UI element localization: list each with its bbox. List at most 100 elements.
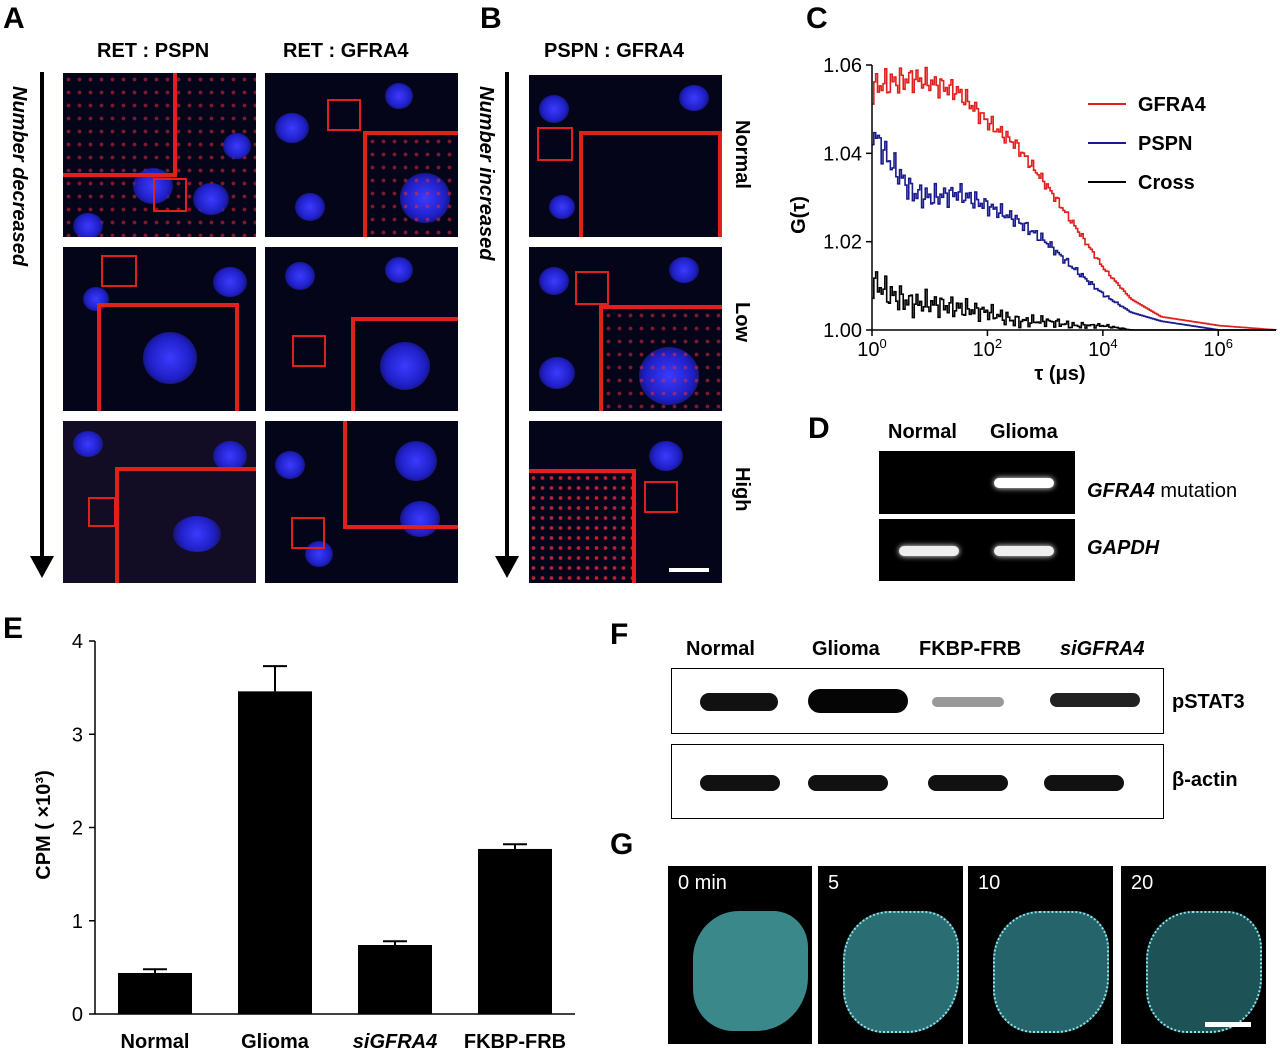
region-box [101,255,137,287]
legend-label-pspn: PSPN [1138,133,1192,155]
timelapse-frame-5: 5 [818,866,963,1044]
region-box [291,517,325,549]
fcs-ytick-label: 1.00 [823,320,862,342]
panel-d-letter: D [808,412,830,445]
inset-box [97,303,239,411]
blot-band [700,693,778,711]
cpm-bar [478,848,552,1014]
fcs-xtick-label: 100 [857,336,886,361]
region-box [537,127,573,161]
blot-lane-fkbp-frb: FKBP-FRB [919,638,1022,660]
cpm-bar [118,972,192,1014]
legend-label-gfra4: GFRA4 [1138,94,1207,116]
timelapse-frame-0: 0 min [668,866,812,1044]
blot-lane-sigfra4: siGFRA4 [1060,638,1145,660]
panel-a-column-title-1: RET : PSPN [97,40,210,62]
micrograph-a-ret-pspn-1 [63,73,256,237]
panel-e-letter: E [3,612,24,645]
micrograph-a-ret-gfra4-1 [265,73,458,237]
timelapse-label-20: 20 [1131,872,1154,894]
cpm-category-label: FKBP-FRB [464,1031,566,1053]
blot-lane-glioma: Glioma [812,638,880,660]
panel-c-letter: C [806,2,828,35]
micrograph-a-ret-pspn-3 [63,421,256,583]
gel-lane-normal: Normal [888,421,957,443]
timelapse-label-0: 0 min [678,872,727,894]
blot-lane-normal: Normal [686,638,755,660]
timelapse-label-5: 5 [828,872,840,894]
panel-b-row-label-high: High [731,467,753,512]
cell-body [1146,911,1262,1033]
cell-body [693,911,808,1031]
blot-pstat3 [671,668,1164,734]
blot-band [808,689,908,713]
timelapse-frame-10: 10 [968,866,1113,1044]
blot-band [1050,693,1140,707]
region-box [644,481,678,513]
panel-a-letter: A [3,2,25,35]
inset-box [115,467,256,583]
panel-b-arrow-head [495,556,519,578]
panel-a-arrow-head [30,556,54,578]
region-box [575,271,609,305]
cpm-category-label: Normal [121,1031,190,1053]
fcs-ylabel: G(τ) [790,196,810,234]
micrograph-b-normal [529,75,722,237]
gel-band [899,546,959,556]
cell-body [993,911,1109,1033]
cpm-ytick-label: 2 [72,818,83,840]
panel-b-arrow-shaft [505,72,509,562]
inset-box [599,305,722,411]
cpm-ytick-label: 0 [72,1004,83,1026]
inset-box [579,131,722,237]
region-box [88,497,116,527]
inset-box [351,317,458,411]
panel-a-arrow-shaft [40,72,44,562]
blot-band [700,775,780,791]
panel-b-row-label-normal: Normal [731,120,753,189]
legend-label-cross: Cross [1138,172,1195,194]
panel-f-letter: F [610,618,629,651]
panel-b-arrow-label: Number increased [475,86,497,261]
timelapse-label-10: 10 [978,872,1001,894]
panel-b-letter: B [480,2,502,35]
fcs-series-pspn [872,131,1276,331]
scale-bar [1205,1022,1251,1027]
fcs-ytick-label: 1.04 [823,143,862,165]
gel-gapdh [879,519,1075,581]
inset-box [529,469,636,583]
panel-b-row-label-low: Low [731,302,753,342]
fcs-chart: G(τ) τ (μs) 1.06 1.04 1.02 1.00 100 102 104 10… [790,55,1277,385]
inset-box [63,73,177,177]
blot-band [932,697,1004,707]
fcs-ytick-label: 1.06 [823,55,862,77]
fcs-ytick-label: 1.02 [823,232,862,254]
panel-a-column-title-2: RET : GFRA4 [283,40,409,62]
panel-g-letter: G [610,828,634,861]
blot-band [808,775,888,791]
micrograph-a-ret-pspn-2 [63,247,256,411]
region-box [327,99,361,131]
blot-band [1044,775,1124,791]
inset-box [343,421,458,529]
micrograph-b-low [529,247,722,411]
region-box [153,178,187,212]
panel-b-column-title: PSPN : GFRA4 [544,40,685,62]
gel-band [994,546,1054,556]
panel-a-arrow-label: Number decreased [8,86,30,267]
cpm-ytick-label: 3 [72,724,83,746]
cell-body [843,911,959,1033]
gel-gfra4 [879,451,1075,514]
fcs-xtick-label: 104 [1088,336,1117,361]
scale-bar [669,568,709,572]
fcs-xlabel: τ (μs) [1034,363,1085,385]
region-box [292,335,326,367]
fcs-series-gfra4 [872,66,1277,331]
micrograph-a-ret-gfra4-2 [265,247,458,411]
blot-beta-actin [671,744,1164,819]
blot-band [928,775,1008,791]
cpm-category-label: Glioma [241,1031,310,1053]
micrograph-b-high [529,421,722,583]
inset-box [363,131,458,237]
gel-label-gfra4: GFRA4 mutation [1087,480,1238,502]
